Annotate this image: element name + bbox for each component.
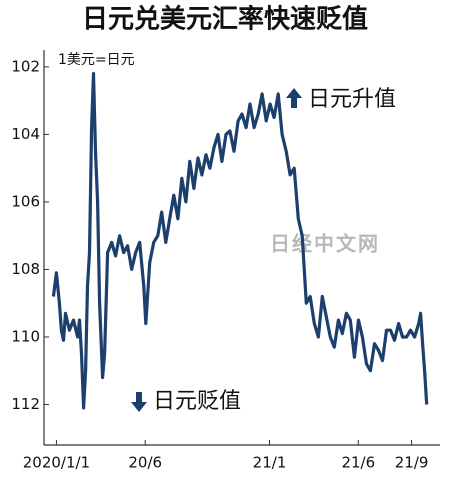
y-tick-label: 106 (11, 192, 40, 210)
chart-title: 日元兑美元汇率快速贬值 (82, 4, 368, 35)
watermark: 日经中文网 (270, 232, 380, 256)
down-arrow (131, 392, 147, 412)
up-arrow (286, 88, 302, 108)
annotation: 日元贬值 (153, 389, 241, 414)
x-tick-label: 21/9 (395, 454, 429, 472)
x-tick-label: 21/1 (253, 454, 287, 472)
y-tick-label: 112 (11, 395, 40, 413)
y-tick-label: 102 (11, 57, 40, 75)
line (51, 72, 429, 410)
y-tick-label: 108 (11, 260, 40, 278)
y-tick-label: 104 (11, 125, 40, 143)
unit-note: 1美元=日元 (58, 52, 135, 68)
y-tick-label: 110 (11, 327, 40, 345)
x-tick-label: 21/6 (341, 454, 375, 472)
x-tick-label: 2020/1/1 (23, 454, 90, 472)
x-tick-label: 20/6 (128, 454, 162, 472)
annotation: 日元升值 (308, 87, 396, 112)
